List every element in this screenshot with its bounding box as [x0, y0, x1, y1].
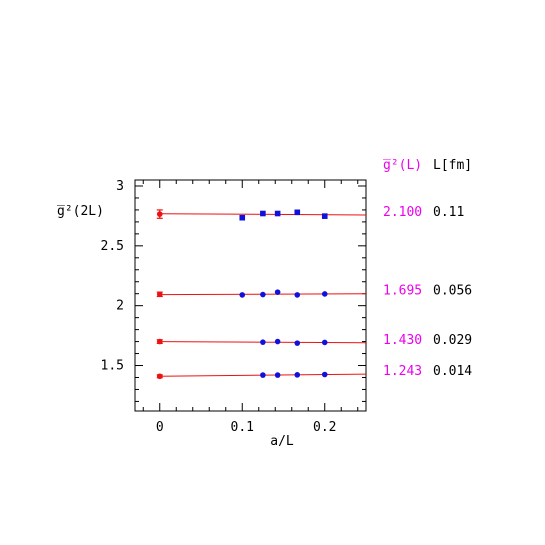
data-point	[294, 209, 301, 216]
continuum-point	[156, 373, 163, 380]
data-point	[274, 338, 281, 345]
chart-text: a/L g̅²(2L) g̅²(L) L[fm] 2.100 0.11 1.695 0…	[57, 158, 472, 449]
data-point	[274, 372, 281, 378]
data-point	[294, 292, 301, 298]
plot-frame	[134, 179, 367, 412]
continuum-point	[156, 338, 163, 345]
data-point	[321, 339, 328, 346]
x-tick-label: 0	[156, 420, 164, 435]
x-tick-label: 0.1	[231, 420, 254, 435]
y-tick-label: 3	[116, 179, 124, 194]
data-point	[321, 291, 328, 297]
data-point	[260, 339, 266, 345]
y-axis-label: g̅²(2L)	[57, 204, 104, 219]
data-point	[239, 214, 246, 221]
series-coupling-label: 2.100	[383, 205, 422, 220]
data-point	[321, 371, 328, 378]
series-length-label: 0.11	[433, 205, 464, 220]
data-point	[294, 340, 301, 346]
continuum-point	[156, 211, 163, 217]
plot-border	[134, 179, 367, 412]
continuum-point	[156, 291, 163, 298]
data-point	[260, 210, 266, 217]
data-point	[321, 213, 328, 219]
series-length-label: 0.014	[433, 364, 472, 379]
y-tick-label: 2	[116, 299, 124, 314]
y-tick-label: 2.5	[101, 239, 124, 254]
series-length-label: 0.056	[433, 284, 472, 299]
column-header-coupling: g̅²(L)	[383, 158, 422, 173]
axis-ticks: 0 0.1 0.2 1.5 2 2.5 3	[101, 179, 366, 435]
y-tick-label: 1.5	[101, 359, 124, 374]
data-point	[260, 291, 266, 298]
data-points	[156, 209, 328, 380]
series-length-label: 0.029	[433, 333, 472, 348]
series-coupling-label: 1.695	[383, 284, 422, 299]
x-tick-label: 0.2	[313, 420, 336, 435]
data-point	[260, 372, 266, 378]
series-coupling-label: 1.243	[383, 364, 422, 379]
column-header-length: L[fm]	[433, 158, 472, 173]
data-point	[274, 289, 281, 295]
x-axis-label: a/L	[270, 434, 294, 449]
data-point	[274, 210, 281, 217]
data-point	[239, 292, 246, 298]
series-coupling-label: 1.430	[383, 333, 422, 348]
data-point	[294, 372, 301, 378]
